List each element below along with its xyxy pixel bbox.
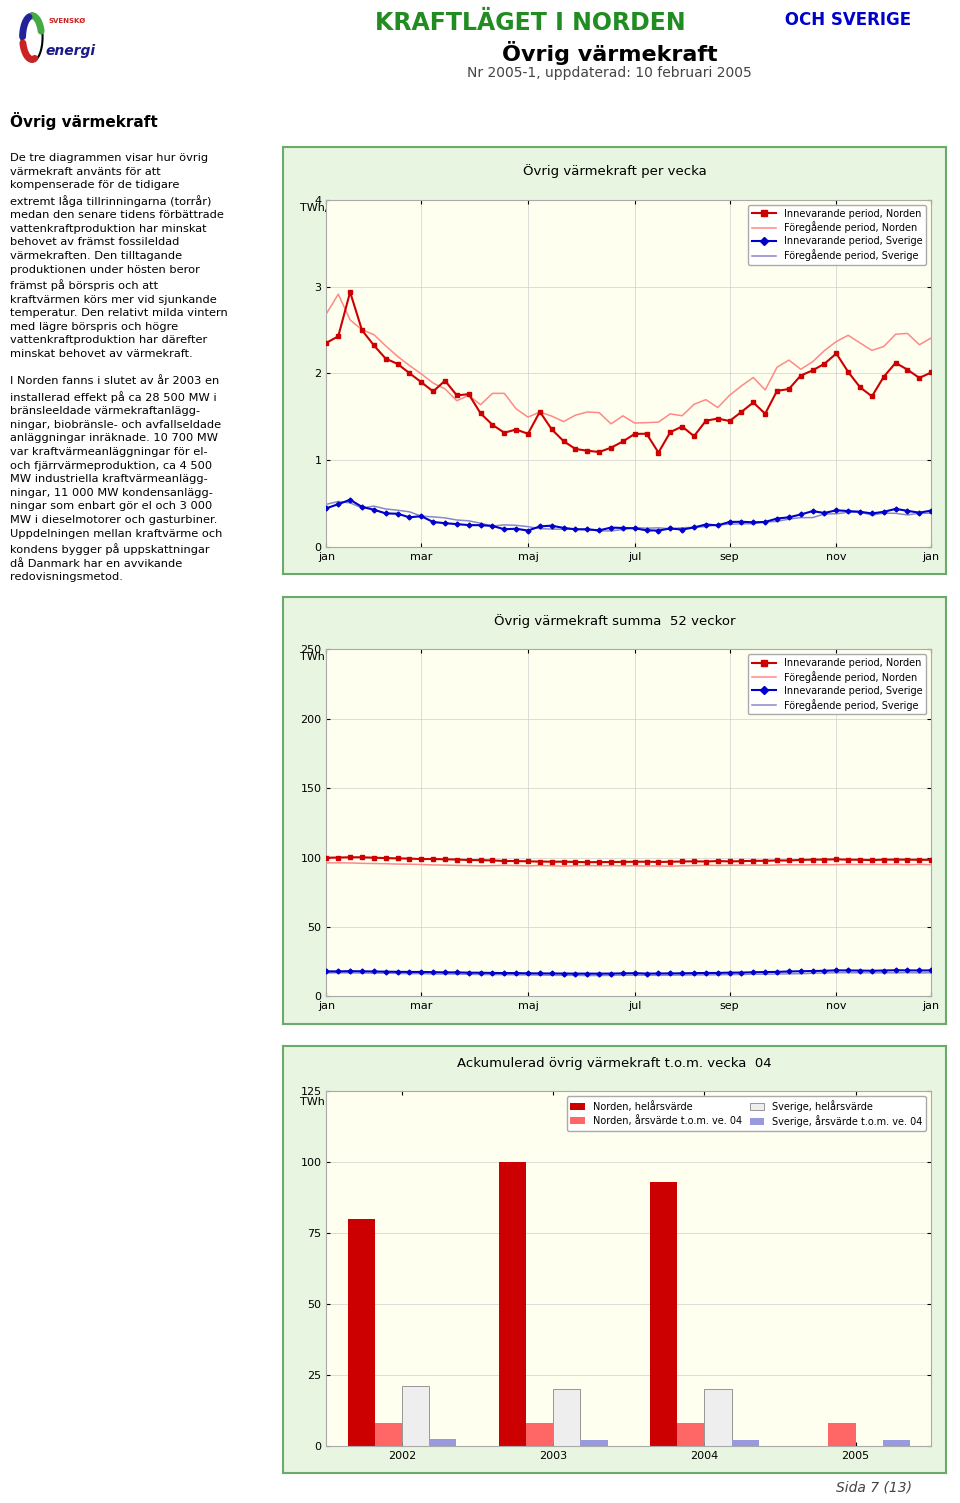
Text: Övrig värmekraft: Övrig värmekraft — [502, 41, 717, 65]
Text: energi: energi — [46, 44, 96, 57]
Text: TWh: TWh — [300, 652, 324, 663]
Text: Övrig värmekraft summa  52 veckor: Övrig värmekraft summa 52 veckor — [493, 613, 735, 628]
Text: De tre diagrammen visar hur övrig
värmekraft använts för att
kompenserade för de: De tre diagrammen visar hur övrig värmek… — [10, 153, 228, 582]
Bar — [526, 1423, 553, 1446]
Text: Sida 7 (13): Sida 7 (13) — [836, 1480, 912, 1495]
Text: TWh: TWh — [300, 1097, 324, 1108]
Text: TWh/vecka: TWh/vecka — [300, 203, 361, 213]
Bar — [499, 1162, 526, 1446]
Bar — [402, 1386, 429, 1446]
Bar — [348, 1219, 374, 1446]
Legend: Norden, helårsvärde, Norden, årsvärde t.o.m. ve. 04, Sverige, helårsvärde, Sveri: Norden, helårsvärde, Norden, årsvärde t.… — [566, 1096, 926, 1130]
Legend: Innevarande period, Norden, Föregående period, Norden, Innevarande period, Sveri: Innevarande period, Norden, Föregående p… — [748, 204, 926, 265]
Legend: Innevarande period, Norden, Föregående period, Norden, Innevarande period, Sveri: Innevarande period, Norden, Föregående p… — [748, 654, 926, 714]
Text: KRAFTLÄGET I NORDEN: KRAFTLÄGET I NORDEN — [374, 11, 685, 35]
Text: Nr 2005-1, uppdaterad: 10 februari 2005: Nr 2005-1, uppdaterad: 10 februari 2005 — [468, 66, 752, 80]
Bar — [883, 1440, 910, 1446]
Bar — [828, 1423, 855, 1446]
Bar — [374, 1423, 402, 1446]
Text: OCH SVERIGE: OCH SVERIGE — [779, 11, 911, 29]
Bar — [429, 1438, 456, 1446]
Bar — [650, 1181, 677, 1446]
Text: Övrig värmekraft per vecka: Övrig värmekraft per vecka — [522, 164, 707, 179]
Bar — [553, 1389, 581, 1446]
Bar — [677, 1423, 705, 1446]
Text: SVENSKØ: SVENSKØ — [48, 18, 85, 24]
Bar — [705, 1389, 732, 1446]
Text: Ackumulerad övrig värmekraft t.o.m. vecka  04: Ackumulerad övrig värmekraft t.o.m. veck… — [457, 1057, 772, 1070]
Bar — [732, 1440, 758, 1446]
Text: Övrig värmekraft: Övrig värmekraft — [10, 113, 157, 131]
Bar — [581, 1440, 608, 1446]
